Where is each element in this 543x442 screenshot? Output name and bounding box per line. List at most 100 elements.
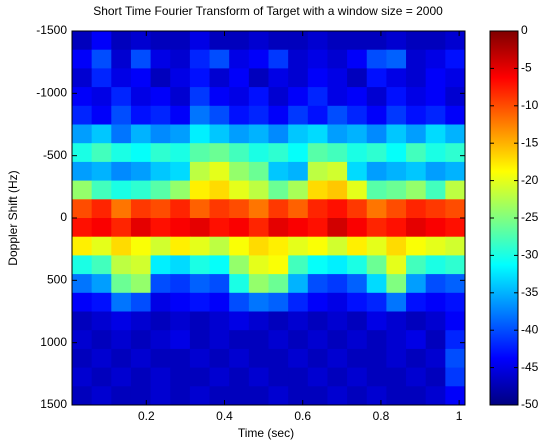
cell bbox=[72, 143, 93, 163]
cell bbox=[366, 180, 387, 200]
cell bbox=[189, 292, 211, 312]
cell bbox=[248, 330, 269, 350]
cell bbox=[425, 68, 446, 88]
cell bbox=[170, 68, 191, 88]
cell bbox=[445, 49, 466, 69]
cell bbox=[386, 31, 407, 51]
y-tick-label: -1500 bbox=[36, 23, 67, 37]
y-tick-label: 1000 bbox=[40, 335, 67, 349]
cell bbox=[425, 180, 446, 200]
cell bbox=[386, 386, 407, 406]
cell bbox=[189, 255, 211, 275]
cell bbox=[72, 218, 93, 238]
cell bbox=[170, 292, 191, 312]
cell bbox=[288, 105, 309, 125]
cell bbox=[347, 255, 368, 275]
cell bbox=[189, 161, 211, 182]
cell bbox=[386, 255, 407, 275]
cell bbox=[445, 218, 466, 238]
cell bbox=[366, 348, 387, 369]
cell bbox=[229, 161, 250, 182]
cell bbox=[425, 124, 446, 144]
cell bbox=[327, 311, 348, 331]
cell bbox=[72, 68, 93, 88]
cell bbox=[111, 255, 132, 275]
cell bbox=[268, 236, 289, 256]
cell bbox=[268, 255, 289, 275]
cell bbox=[111, 180, 132, 200]
cell bbox=[72, 124, 93, 144]
cell bbox=[229, 68, 250, 88]
cell bbox=[150, 161, 171, 182]
cell bbox=[209, 87, 230, 107]
cell bbox=[347, 292, 368, 312]
cell bbox=[229, 105, 250, 125]
cell bbox=[150, 367, 171, 387]
cell bbox=[288, 31, 309, 51]
cell bbox=[248, 367, 269, 387]
cell bbox=[347, 180, 368, 200]
cell bbox=[150, 311, 171, 331]
cell bbox=[425, 31, 446, 51]
cell bbox=[72, 49, 93, 69]
cell bbox=[248, 386, 269, 406]
cell bbox=[72, 255, 93, 275]
cell bbox=[130, 161, 152, 182]
cell bbox=[386, 367, 407, 387]
cell bbox=[111, 311, 132, 331]
cell bbox=[288, 255, 309, 275]
cell bbox=[91, 274, 112, 294]
cell bbox=[189, 330, 211, 350]
cell bbox=[366, 124, 387, 144]
cell bbox=[307, 199, 328, 219]
cell bbox=[386, 49, 407, 69]
cell bbox=[366, 161, 387, 182]
cell bbox=[91, 255, 112, 275]
cell bbox=[268, 180, 289, 200]
cell bbox=[366, 105, 387, 125]
cell bbox=[288, 367, 309, 387]
cell bbox=[91, 311, 112, 331]
cell bbox=[209, 31, 230, 51]
cell bbox=[445, 180, 466, 200]
cell bbox=[445, 124, 466, 144]
cell bbox=[229, 49, 250, 69]
y-tick-label: 500 bbox=[47, 273, 67, 287]
cell bbox=[288, 292, 309, 312]
cell bbox=[445, 31, 466, 51]
cell bbox=[268, 161, 289, 182]
cell bbox=[91, 49, 112, 69]
cell bbox=[445, 311, 466, 331]
cell bbox=[248, 105, 269, 125]
cell bbox=[130, 386, 152, 406]
cell bbox=[111, 218, 132, 238]
cell bbox=[425, 311, 446, 331]
cell bbox=[150, 255, 171, 275]
cell bbox=[111, 68, 132, 88]
cell bbox=[386, 124, 407, 144]
cell bbox=[425, 161, 446, 182]
cell bbox=[72, 386, 93, 406]
cell bbox=[91, 31, 112, 51]
cell bbox=[307, 31, 328, 51]
cell bbox=[229, 236, 250, 256]
cell bbox=[72, 311, 93, 331]
cell bbox=[111, 105, 132, 125]
cell bbox=[111, 87, 132, 107]
cell bbox=[130, 236, 152, 256]
cell bbox=[229, 255, 250, 275]
cell bbox=[425, 386, 446, 406]
cell bbox=[347, 348, 368, 369]
cell bbox=[327, 367, 348, 387]
cell bbox=[406, 218, 427, 238]
cell bbox=[327, 274, 348, 294]
cell bbox=[386, 274, 407, 294]
cell bbox=[386, 330, 407, 350]
cell bbox=[445, 161, 466, 182]
cell bbox=[425, 49, 446, 69]
cell bbox=[150, 386, 171, 406]
cell bbox=[189, 124, 211, 144]
cell bbox=[288, 87, 309, 107]
cell bbox=[307, 87, 328, 107]
cell bbox=[248, 180, 269, 200]
